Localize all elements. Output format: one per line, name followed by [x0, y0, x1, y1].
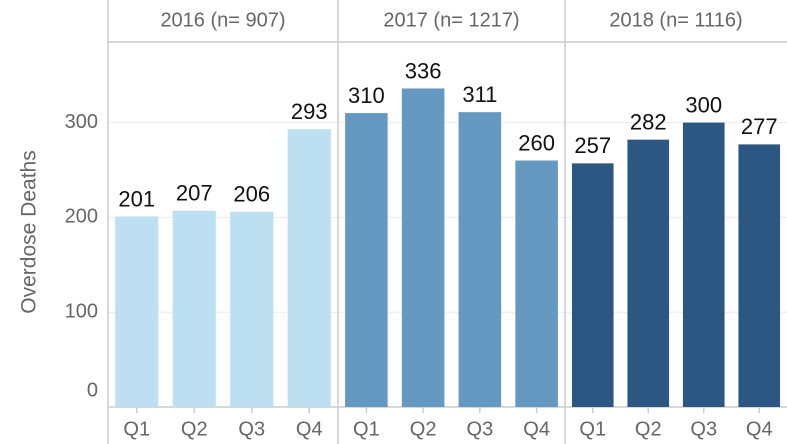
value-label: 311	[462, 82, 497, 107]
y-tick-label: 200	[65, 206, 98, 228]
panel-title: 2018 (n= 1116)	[609, 9, 742, 31]
y-tick-label: 0	[87, 379, 98, 401]
x-tick-label: Q1	[579, 418, 606, 440]
bar	[172, 210, 216, 407]
x-tick-label: Q4	[296, 418, 323, 440]
value-label: 282	[630, 109, 667, 134]
value-label: 277	[741, 114, 778, 139]
bar	[230, 211, 274, 407]
value-label: 260	[518, 130, 555, 155]
value-label: 257	[574, 133, 611, 158]
x-tick-label: Q3	[467, 418, 494, 440]
x-tick-label: Q2	[635, 418, 662, 440]
value-label: 207	[176, 181, 213, 206]
x-tick-label: Q4	[746, 418, 773, 440]
bar	[682, 122, 725, 408]
panel-title: 2017 (n= 1217)	[383, 9, 519, 31]
bar	[571, 163, 614, 407]
bar	[458, 112, 502, 407]
x-tick-label: Q2	[410, 418, 437, 440]
y-tick-label: 300	[65, 111, 98, 133]
value-label: 293	[291, 99, 328, 124]
panel-title: 2016 (n= 907)	[160, 9, 285, 31]
y-tick-label: 100	[65, 300, 98, 322]
bar	[401, 88, 445, 408]
x-tick-label: Q3	[238, 418, 265, 440]
bar	[115, 216, 159, 407]
x-tick-label: Q1	[123, 418, 150, 440]
x-tick-label: Q2	[181, 418, 208, 440]
bar	[627, 139, 670, 407]
bar	[287, 129, 331, 408]
bar	[345, 113, 388, 408]
y-axis-title: Overdose Deaths	[18, 150, 41, 313]
value-label: 310	[348, 83, 385, 108]
x-tick-label: Q4	[523, 418, 550, 440]
bar	[515, 160, 558, 407]
bar	[738, 144, 781, 407]
value-label: 201	[118, 186, 155, 211]
value-label: 300	[685, 92, 722, 117]
value-label: 336	[405, 58, 442, 83]
x-tick-label: Q3	[690, 418, 717, 440]
x-tick-label: Q1	[353, 418, 380, 440]
value-label: 206	[233, 182, 270, 207]
